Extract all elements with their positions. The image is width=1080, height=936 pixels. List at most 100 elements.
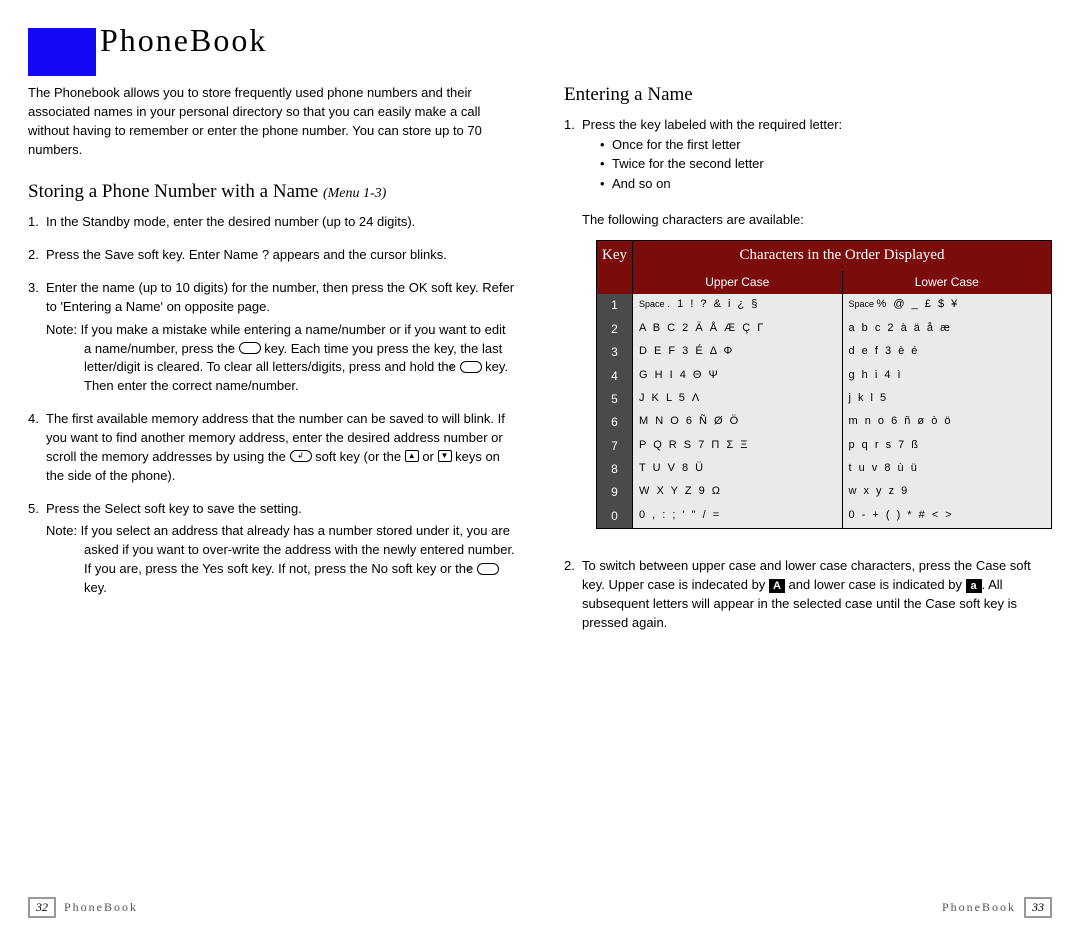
row-upper: D E F 3 É Δ Φ [633, 341, 843, 364]
row-upper: J K L 5 Λ [633, 388, 843, 411]
row-lower: w x y z 9 [843, 481, 1052, 504]
row-upper: M N O 6 Ñ Ø Ö [633, 411, 843, 434]
entering-step-2: To switch between upper case and lower c… [564, 557, 1052, 632]
menu-ref: (Menu 1-3) [323, 186, 386, 201]
step-4-b: soft key (or the [312, 449, 405, 464]
intro-text: The Phonebook allows you to store freque… [28, 84, 516, 159]
entering-step-1-text: Press the key labeled with the required … [582, 117, 842, 132]
table-row: 7P Q R S 7 Π Σ Ξp q r s 7 ß [597, 435, 1051, 458]
step-3-a: Enter the name (up to 10 digits) for the… [46, 280, 409, 295]
table-row: 4G H I 4 Θ Ψg h i 4 ì [597, 365, 1051, 388]
table-row: 00 , : ; ' " / =0 - + ( ) * # < > [597, 505, 1051, 528]
step-3: Enter the name (up to 10 digits) for the… [28, 279, 516, 396]
scroll-softkey-icon: ↲ [290, 450, 312, 462]
step-5: Press the Select soft key to save the se… [28, 500, 516, 598]
down-key-icon: ▼ [438, 450, 452, 462]
table-row: 1Space . 1 ! ? & i ¿ §Space % @ _ £ $ ¥ [597, 294, 1051, 317]
row-lower: a b c 2 à ä å æ [843, 318, 1052, 341]
row-upper: P Q R S 7 Π Σ Ξ [633, 435, 843, 458]
row-lower: p q r s 7 ß [843, 435, 1052, 458]
table-header-row: Key Characters in the Order Displayed [597, 241, 1051, 271]
footer-left-label: PhoneBook [64, 900, 138, 915]
table-row: 9W X Y Z 9 Ωw x y z 9 [597, 481, 1051, 504]
row-upper: T U V 8 Ü [633, 458, 843, 481]
row-upper: A B C 2 Ä Å Æ Ç Γ [633, 318, 843, 341]
row-key: 2 [597, 318, 633, 341]
ok-softkey: OK [409, 280, 428, 295]
table-row: 2A B C 2 Ä Å Æ Ç Γa b c 2 à ä å æ [597, 318, 1051, 341]
sub-lower: Lower Case [843, 271, 1052, 294]
table-row: 6M N O 6 Ñ Ø Öm n o 6 ñ ø ò ö [597, 411, 1051, 434]
table-row: 5J K L 5 Λj k l 5 [597, 388, 1051, 411]
row-key: 3 [597, 341, 633, 364]
heading-text: Storing a Phone Number with a Name [28, 181, 318, 202]
case-softkey: Case [976, 558, 1006, 573]
select-softkey: Select [105, 501, 141, 516]
row-key: 5 [597, 388, 633, 411]
page-num-left: 32 [28, 897, 56, 918]
storing-steps: In the Standby mode, enter the desired n… [28, 213, 516, 597]
row-upper: W X Y Z 9 Ω [633, 481, 843, 504]
case-upper-indicator: A [769, 579, 785, 593]
row-lower: j k l 5 [843, 388, 1052, 411]
up-key-icon: ▲ [405, 450, 419, 462]
row-key: 8 [597, 458, 633, 481]
page-footer: 32 PhoneBook PhoneBook 33 [28, 897, 1052, 918]
row-key: 9 [597, 481, 633, 504]
row-upper: Space . 1 ! ? & i ¿ § [633, 294, 843, 317]
row-lower: m n o 6 ñ ø ò ö [843, 411, 1052, 434]
row-lower: d e f 3 è é [843, 341, 1052, 364]
clear-key-icon-2: c [460, 361, 482, 373]
step-5-c: soft key to save the setting. [141, 501, 302, 516]
note-2-a: Note: If you select an address that alre… [46, 523, 515, 576]
row-key: 0 [597, 505, 633, 528]
enter-name-prompt: Enter Name ? [189, 247, 269, 262]
case-softkey-2: Case [925, 596, 955, 611]
case-lower-indicator: a [966, 579, 982, 593]
note-2-b: key. [84, 580, 107, 595]
page-title: PhoneBook [100, 22, 267, 59]
row-key: 6 [597, 411, 633, 434]
section-heading-storing: Storing a Phone Number with a Name (Menu… [28, 181, 516, 203]
row-lower: t u v 8 ù ü [843, 458, 1052, 481]
footer-right-label: PhoneBook [942, 900, 1016, 915]
row-key: 1 [597, 294, 633, 317]
content-columns: The Phonebook allows you to store freque… [28, 84, 1052, 647]
row-lower: Space % @ _ £ $ ¥ [843, 294, 1052, 317]
s2-d: and lower case is indicated by [785, 577, 966, 592]
table-body: 1Space . 1 ! ? & i ¿ §Space % @ _ £ $ ¥2… [597, 294, 1051, 528]
table-subheader-row: Upper Case Lower Case [597, 271, 1051, 294]
note-1: Note: If you make a mistake while enteri… [46, 321, 516, 396]
row-lower: g h i 4 ì [843, 365, 1052, 388]
left-column: The Phonebook allows you to store freque… [28, 84, 516, 647]
table-row: 3D E F 3 É Δ Φd e f 3 è é [597, 341, 1051, 364]
clear-key-icon-3: c [477, 563, 499, 575]
footer-left: 32 PhoneBook [28, 897, 138, 918]
footer-right: PhoneBook 33 [942, 897, 1052, 918]
step-5-a: Press the [46, 501, 105, 516]
sub-key-blank [597, 271, 633, 294]
save-softkey: Save [105, 247, 135, 262]
step-2: Press the Save soft key. Enter Name ? ap… [28, 246, 516, 265]
step-2-c: soft key. [134, 247, 189, 262]
th-chars: Characters in the Order Displayed [633, 241, 1051, 271]
entering-steps: Press the key labeled with the required … [564, 116, 1052, 633]
section-heading-entering: Entering a Name [564, 84, 1052, 106]
step-2-e: appears and the cursor blinks. [269, 247, 447, 262]
right-column: Entering a Name Press the key labeled wi… [564, 84, 1052, 647]
s2-a: To switch between upper case and lower c… [582, 558, 976, 573]
blue-accent-block [28, 28, 96, 76]
note-2: Note: If you select an address that alre… [46, 522, 516, 597]
row-lower: 0 - + ( ) * # < > [843, 505, 1052, 528]
row-upper: G H I 4 Θ Ψ [633, 365, 843, 388]
row-key: 7 [597, 435, 633, 458]
clear-key-icon: c [239, 342, 261, 354]
char-table: Key Characters in the Order Displayed Up… [596, 240, 1052, 529]
table-row: 8T U V 8 Üt u v 8 ù ü [597, 458, 1051, 481]
step-4: The first available memory address that … [28, 410, 516, 485]
th-key: Key [597, 241, 633, 271]
row-key: 4 [597, 365, 633, 388]
bullet-twice: Twice for the second letter [600, 154, 1052, 174]
step-2-a: Press the [46, 247, 105, 262]
press-bullets: Once for the first letter Twice for the … [582, 135, 1052, 194]
